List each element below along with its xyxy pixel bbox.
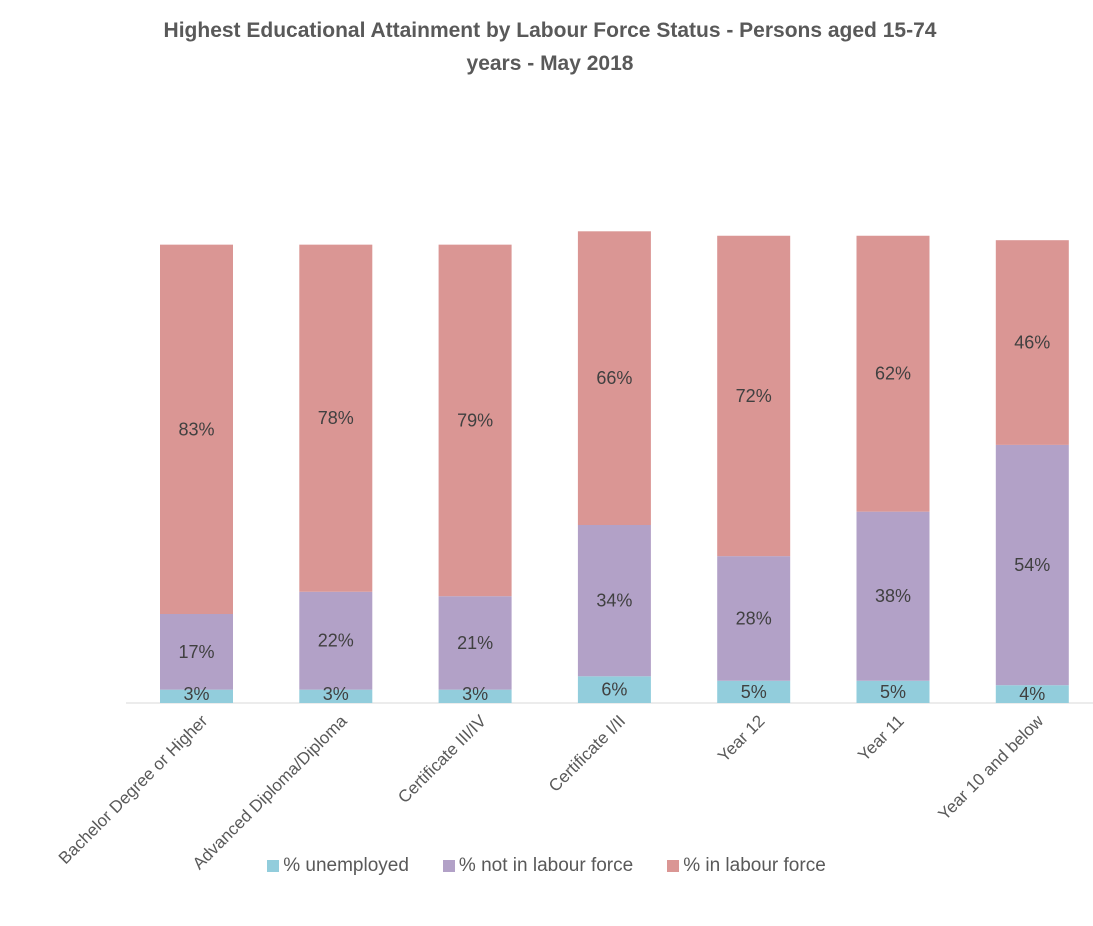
chart-title: Highest Educational Attainment by Labour… — [163, 19, 937, 75]
legend-label-unemployed: % unemployed — [283, 855, 409, 876]
data-label-in-labour-force-year-11: 62% — [875, 364, 911, 384]
data-label-in-labour-force-bachelor-degree-or-higher: 83% — [178, 419, 214, 439]
data-label-unemployed-year-12: 5% — [741, 682, 767, 702]
data-label-unemployed-year-11: 5% — [880, 682, 906, 702]
legend-item-unemployed: % unemployed — [267, 855, 409, 877]
data-label-in-labour-force-certificate-iii-iv: 79% — [457, 410, 493, 430]
legend-item-in-labour-force: % in labour force — [667, 855, 826, 877]
data-label-not-in-labour-force-certificate-iii-iv: 21% — [457, 633, 493, 653]
bar-not-in-labour-force-year-12 — [717, 556, 791, 681]
bar-in-labour-force-certificate-i-ii — [577, 231, 651, 526]
data-label-in-labour-force-certificate-i-ii: 66% — [596, 368, 632, 388]
data-label-not-in-labour-force-year-11: 38% — [875, 586, 911, 606]
bar-unemployed-bachelor-degree-or-higher — [160, 689, 233, 703]
data-label-not-in-labour-force-certificate-i-ii: 34% — [596, 591, 632, 611]
data-label-unemployed-advanced-diploma-diploma: 3% — [323, 684, 349, 704]
data-label-in-labour-force-year-10-and-below: 46% — [1014, 333, 1050, 353]
legend-label-in-labour-force: % in labour force — [683, 855, 826, 876]
x-tick-label-advanced-diploma-diploma: Advanced Diploma/Diploma — [189, 711, 351, 873]
bar-unemployed-certificate-iii-iv — [438, 689, 512, 703]
data-label-unemployed-certificate-i-ii: 6% — [601, 680, 627, 700]
x-tick-label-year-12: Year 12 — [714, 711, 768, 765]
legend-swatch-unemployed — [267, 860, 280, 872]
legend-item-not-in-labour-force: % not in labour force — [442, 855, 634, 877]
data-label-not-in-labour-force-bachelor-degree-or-higher: 17% — [178, 642, 214, 662]
data-label-unemployed-year-10-and-below: 4% — [1019, 684, 1045, 704]
bar-unemployed-year-11 — [856, 680, 930, 703]
bar-not-in-labour-force-bachelor-degree-or-higher — [160, 614, 233, 690]
bar-unemployed-certificate-i-ii — [577, 676, 651, 703]
bar-in-labour-force-year-10-and-below — [995, 240, 1069, 445]
data-label-in-labour-force-year-12: 72% — [736, 386, 772, 406]
bar-not-in-labour-force-certificate-i-ii — [577, 525, 651, 677]
legend-swatch-not-in-labour-force — [442, 860, 455, 872]
bar-unemployed-year-12 — [717, 680, 791, 703]
x-tick-label-year-10-and-below: Year 10 and below — [935, 711, 1048, 824]
data-label-unemployed-bachelor-degree-or-higher: 3% — [183, 684, 209, 704]
bar-in-labour-force-year-12 — [717, 235, 791, 557]
bar-unemployed-advanced-diploma-diploma — [299, 689, 373, 703]
x-tick-label-year-11: Year 11 — [854, 711, 908, 765]
bar-not-in-labour-force-year-11 — [856, 511, 930, 681]
bar-unemployed-year-10-and-below — [995, 685, 1069, 703]
bar-in-labour-force-certificate-iii-iv — [438, 244, 512, 597]
data-label-not-in-labour-force-year-12: 28% — [736, 608, 772, 628]
data-label-not-in-labour-force-year-10-and-below: 54% — [1014, 555, 1050, 575]
bar-not-in-labour-force-year-10-and-below — [995, 444, 1069, 686]
bar-in-labour-force-year-11 — [856, 235, 930, 512]
bar-not-in-labour-force-certificate-iii-iv — [438, 596, 512, 690]
data-label-not-in-labour-force-advanced-diploma-diploma: 22% — [318, 631, 354, 651]
bar-in-labour-force-advanced-diploma-diploma — [299, 244, 373, 592]
legend-label-not-in-labour-force: % not in labour force — [458, 855, 634, 876]
x-tick-label-certificate-i-ii: Certificate I/II — [545, 711, 629, 795]
x-tick-label-bachelor-degree-or-higher: Bachelor Degree or Higher — [55, 711, 212, 868]
bar-in-labour-force-bachelor-degree-or-higher — [160, 244, 233, 614]
bar-not-in-labour-force-advanced-diploma-diploma — [299, 591, 373, 690]
legend: % unemployed % not in labour force % in la… — [0, 855, 1093, 877]
data-label-unemployed-certificate-iii-iv: 3% — [462, 684, 488, 704]
legend-swatch-in-labour-force — [667, 860, 680, 872]
data-label-in-labour-force-advanced-diploma-diploma: 78% — [318, 408, 354, 428]
x-tick-label-certificate-iii-iv: Certificate III/IV — [394, 711, 490, 807]
